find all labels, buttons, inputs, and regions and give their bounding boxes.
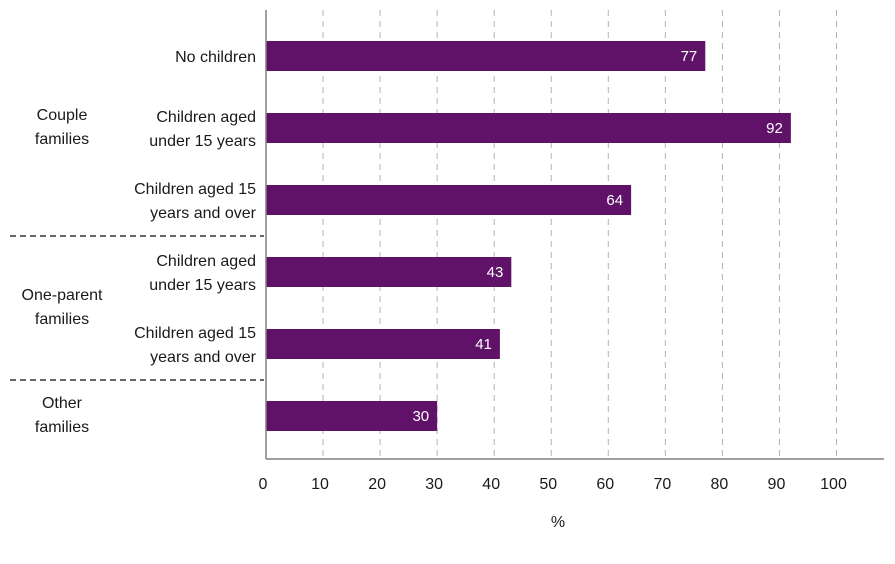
x-tick-label: 70 (653, 476, 671, 493)
category-label: years and over (150, 205, 257, 222)
x-tick-label: 90 (768, 476, 786, 493)
data-label: 30 (412, 408, 429, 425)
category-label: under 15 years (149, 133, 256, 150)
category-label: Children aged (156, 253, 256, 270)
category-label: Children aged 15 (134, 181, 256, 198)
bar (266, 257, 512, 287)
gridlines (322, 10, 837, 459)
data-label: 41 (475, 336, 492, 353)
group-label: Couple (37, 107, 88, 124)
category-labels: No children Children aged under 15 years Ch… (134, 49, 257, 366)
bar (266, 401, 438, 431)
x-tick-label: 20 (368, 476, 386, 493)
group-label: families (35, 131, 89, 148)
x-tick-label: 50 (539, 476, 557, 493)
category-label: Children aged 15 (134, 325, 256, 342)
x-tick-label: 80 (711, 476, 729, 493)
axes: 0 10 20 30 40 50 60 70 80 90 100 (259, 10, 884, 493)
x-tick-label: 30 (425, 476, 443, 493)
data-label: 43 (487, 264, 504, 281)
x-tick-label: 60 (596, 476, 614, 493)
group-label: One-parent (22, 287, 103, 304)
group-labels: Couple families One-parent families Other fam… (10, 107, 264, 436)
category-label: No children (175, 49, 256, 66)
data-label: 92 (766, 120, 783, 137)
x-tick-label: 10 (311, 476, 329, 493)
x-tick-label: 40 (482, 476, 500, 493)
category-label: years and over (150, 349, 257, 366)
bar (266, 185, 632, 215)
bar (266, 329, 500, 359)
data-label: 77 (681, 48, 698, 65)
x-tick-label: 100 (820, 476, 847, 493)
bar (266, 41, 706, 71)
group-label: families (35, 311, 89, 328)
group-label: Other (42, 395, 83, 412)
group-label: families (35, 419, 89, 436)
bars: 77 92 64 43 41 30 (266, 41, 791, 431)
data-label: 64 (606, 192, 623, 209)
category-label: under 15 years (149, 277, 256, 294)
category-label: Children aged (156, 109, 256, 126)
x-tick-label: 0 (259, 476, 268, 493)
x-axis-label: % (551, 514, 565, 531)
bar (266, 113, 791, 143)
